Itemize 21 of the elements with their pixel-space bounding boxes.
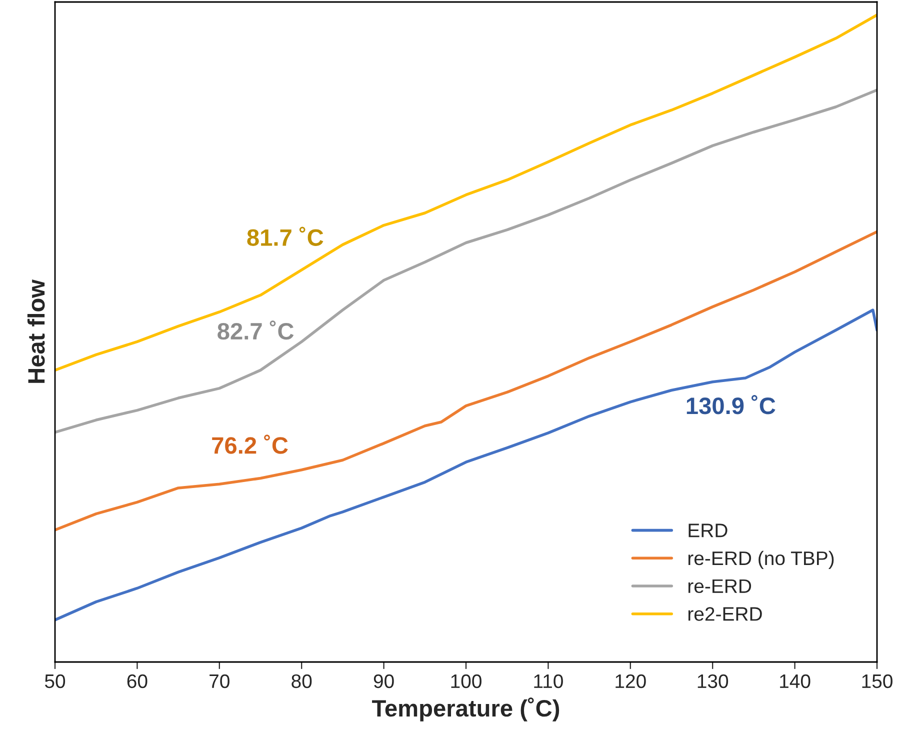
x-axis-title: Temperature (˚C) bbox=[372, 697, 560, 722]
x-tick-label: 120 bbox=[616, 674, 646, 688]
x-tick-label: 110 bbox=[534, 674, 563, 688]
x-tick-label: 90 bbox=[374, 674, 394, 688]
legend-label: ERD bbox=[688, 524, 728, 538]
x-tick-label: 70 bbox=[210, 674, 230, 688]
y-axis-title: Heat flow bbox=[27, 279, 45, 383]
annotation: 82.7 ˚C bbox=[218, 320, 294, 340]
annotation: 130.9 ˚C bbox=[686, 395, 776, 414]
legend-label: re2-ERD bbox=[688, 607, 762, 621]
x-tick-label: 80 bbox=[292, 674, 312, 688]
x-tick-label: 60 bbox=[127, 674, 148, 688]
x-tick-label: 100 bbox=[451, 674, 482, 688]
x-tick-label: 150 bbox=[862, 674, 892, 688]
annotation: 76.2 ˚C bbox=[212, 434, 288, 454]
x-tick-label: 50 bbox=[44, 674, 66, 688]
x-tick-label: 130 bbox=[698, 674, 728, 688]
legend-label: re-ERD (no TBP) bbox=[688, 550, 834, 569]
x-tick-label: 140 bbox=[780, 674, 810, 688]
annotation: 81.7 ˚C bbox=[247, 226, 324, 246]
legend-label: re-ERD bbox=[688, 579, 752, 594]
